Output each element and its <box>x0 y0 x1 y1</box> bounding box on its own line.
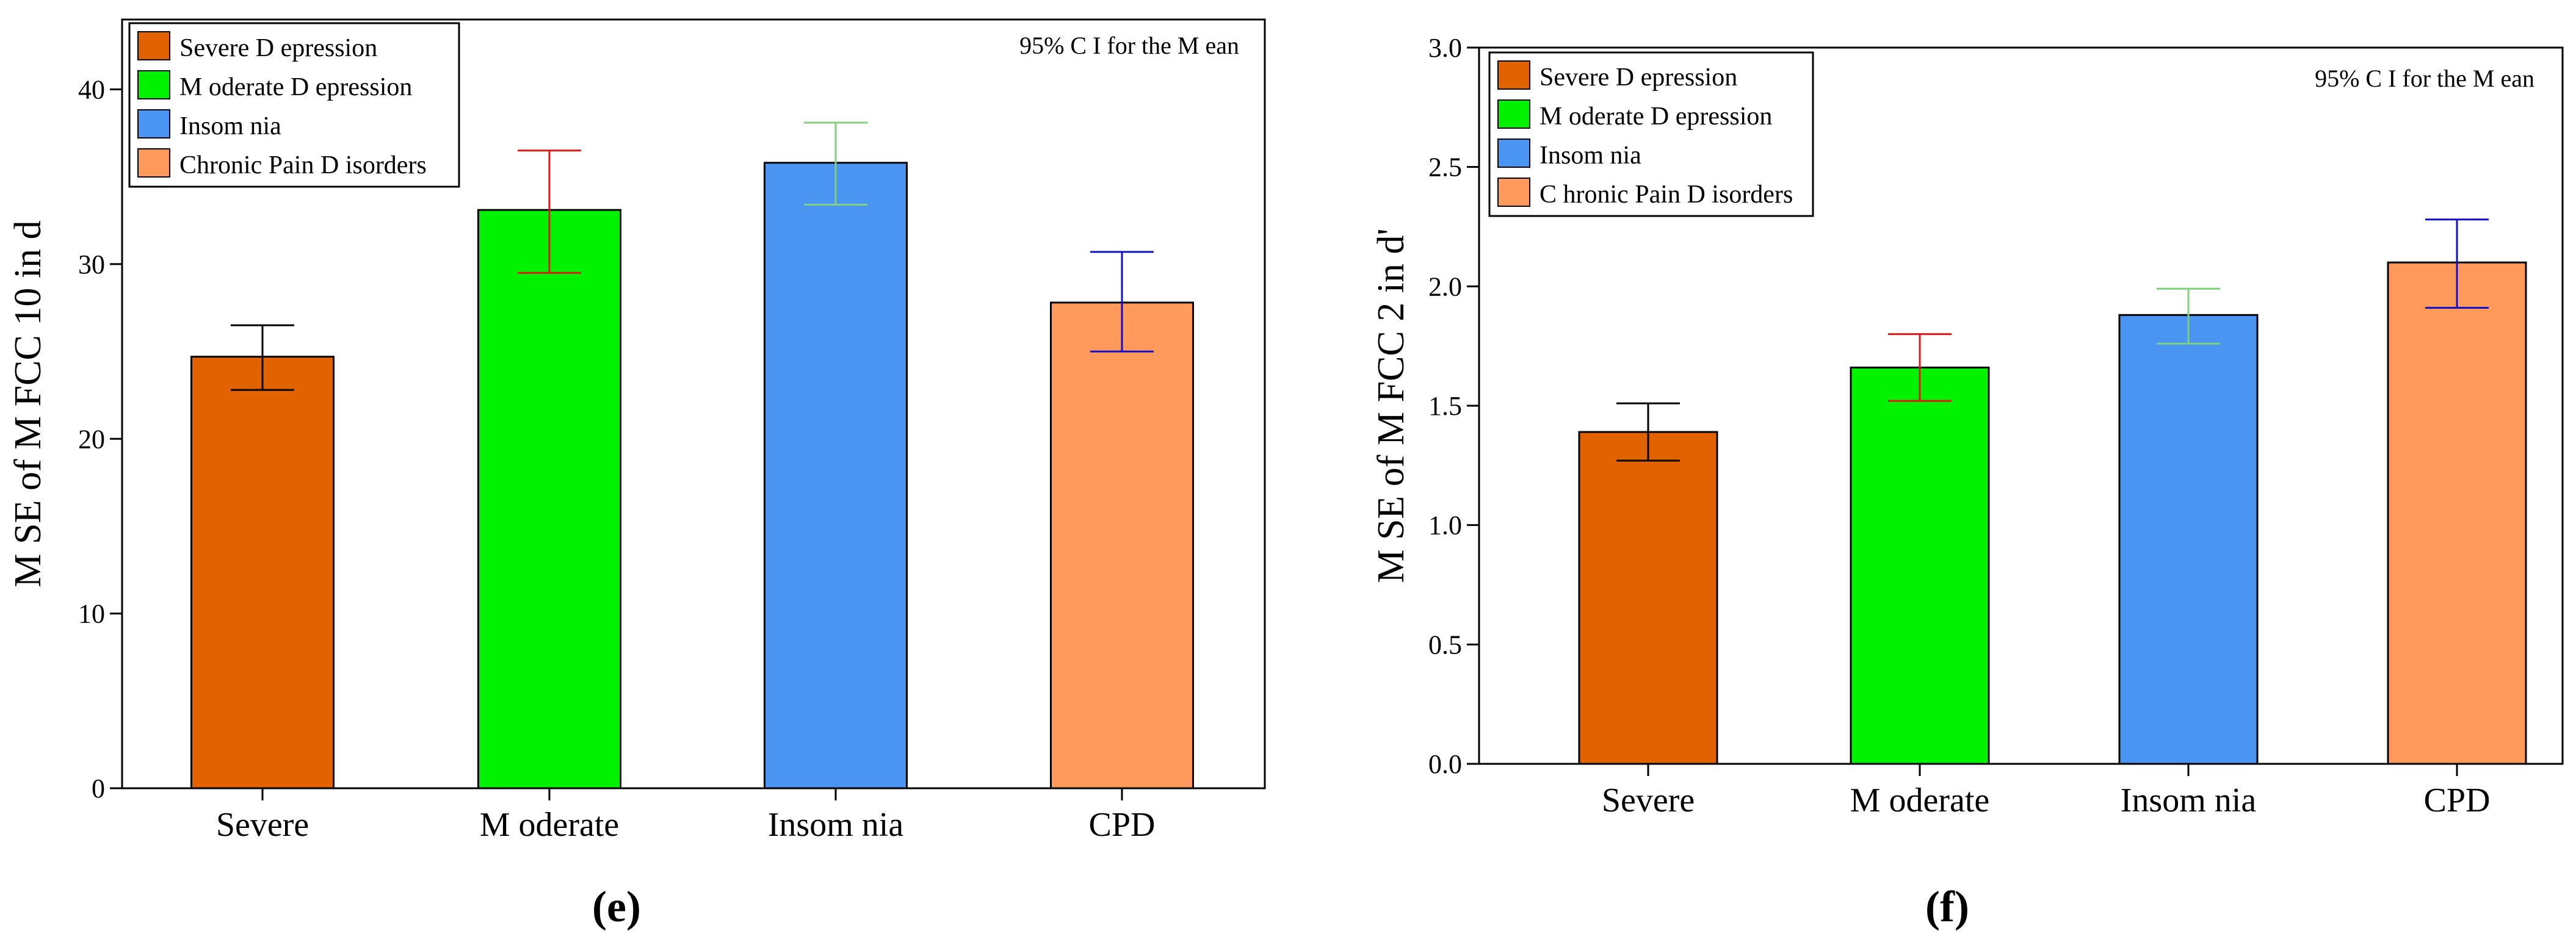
y-tick-label: 0 <box>92 774 105 804</box>
legend-label: C hronic Pain D isorders <box>1539 181 1793 209</box>
legend-label: M oderate D epression <box>179 73 412 101</box>
y-tick-label: 1.5 <box>1428 391 1462 421</box>
legend-swatch <box>137 70 170 99</box>
y-tick-label: 0.0 <box>1428 749 1462 779</box>
y-tick-label: 20 <box>78 424 105 454</box>
y-tick-label: 40 <box>78 75 105 105</box>
legend-swatch <box>137 31 170 60</box>
legend-swatch <box>1497 178 1530 207</box>
x-tick-label: M oderate <box>480 806 620 844</box>
y-axis-label: M SE of M FCC 2 in d' <box>1370 228 1412 583</box>
y-tick-label: 1.0 <box>1428 511 1462 541</box>
bar <box>1850 366 1990 765</box>
y-axis-label: M SE of M FCC 10 in d <box>7 220 49 587</box>
bar <box>2387 261 2527 765</box>
x-tick-label: Severe <box>216 806 309 844</box>
y-tick-label: 10 <box>78 599 105 629</box>
chart-annotation: 95% C I for the M ean <box>2315 65 2534 92</box>
legend-swatch <box>1497 60 1530 90</box>
bar <box>764 162 908 789</box>
x-tick-label: Severe <box>1602 782 1695 819</box>
x-tick-label: Insom nia <box>2121 782 2257 819</box>
y-tick-label: 2.0 <box>1428 271 1462 301</box>
bar <box>477 209 621 789</box>
bar <box>190 356 335 789</box>
legend-swatch <box>1497 99 1530 129</box>
legend-label: Insom nia <box>1539 142 1641 170</box>
bar <box>1578 431 1718 765</box>
y-tick-label: 30 <box>78 250 105 279</box>
y-tick-label: 3.0 <box>1428 33 1462 63</box>
panel-caption: (f) <box>1925 882 1969 931</box>
legend-swatch <box>137 148 170 178</box>
legend-swatch <box>137 109 170 138</box>
legend-swatch <box>1497 138 1530 168</box>
legend-box <box>1488 51 1814 217</box>
panel-caption: (e) <box>592 882 641 931</box>
x-tick-label: Insom nia <box>768 806 904 844</box>
legend-label: M oderate D epression <box>1539 102 1772 131</box>
legend-label: Severe D epression <box>1539 63 1737 92</box>
legend-label: Insom nia <box>179 112 281 140</box>
bar <box>2118 314 2259 765</box>
plot-frame <box>121 18 1266 789</box>
panel-f: 0.0 0.5 1.0 1.5 2.0 2.5 3.0 Severe M oderate Inso… <box>1370 33 2564 931</box>
y-tick-label: 0.5 <box>1428 630 1462 660</box>
panel-e: 0 10 20 30 40 Severe M oderate Insom nia CPD M SE… <box>7 18 1266 931</box>
legend-label: Severe D epression <box>179 34 377 62</box>
x-tick-label: CPD <box>2424 782 2491 819</box>
legend-box <box>128 22 460 188</box>
legend-label: Chronic Pain D isorders <box>179 151 427 179</box>
x-tick-label: M oderate <box>1850 782 1990 819</box>
bar <box>1050 301 1194 789</box>
y-tick-label: 2.5 <box>1428 153 1462 182</box>
chart-annotation: 95% C I for the M ean <box>1019 32 1239 59</box>
x-tick-label: CPD <box>1089 806 1156 844</box>
